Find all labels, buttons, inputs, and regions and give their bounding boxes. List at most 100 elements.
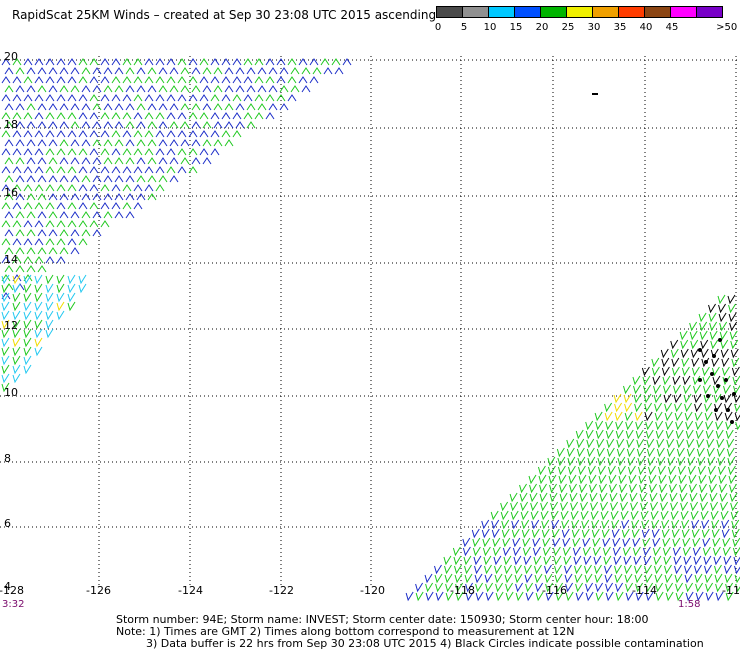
wind-barb bbox=[628, 474, 637, 485]
wind-barb bbox=[133, 76, 143, 84]
wind-barb bbox=[632, 546, 641, 557]
wind-barb bbox=[495, 591, 504, 602]
wind-barb bbox=[663, 393, 672, 404]
wind-barb bbox=[637, 465, 646, 476]
wind-barb bbox=[569, 492, 578, 503]
island-marker bbox=[592, 93, 598, 95]
wind-barb bbox=[624, 564, 632, 575]
wind-barb bbox=[213, 121, 223, 129]
wind-barb bbox=[177, 58, 187, 66]
wind-barb bbox=[725, 582, 734, 593]
note-line: 3) Data buffer is 22 hrs from Sep 30 23:… bbox=[146, 637, 704, 650]
wind-barb bbox=[522, 537, 531, 548]
axis-labels: -128 -126 -124 -122 -120 -118 -116 -114 … bbox=[0, 50, 740, 597]
wind-barb bbox=[1, 283, 10, 294]
wind-barb bbox=[684, 411, 693, 422]
wind-barb bbox=[717, 456, 726, 467]
wind-barb bbox=[535, 591, 544, 602]
wind-barb bbox=[114, 67, 124, 75]
wind-barb bbox=[717, 294, 726, 305]
wind-barb bbox=[177, 130, 187, 138]
wind-barb bbox=[92, 175, 102, 183]
wind-barb bbox=[641, 528, 650, 539]
lon-label: -124 bbox=[178, 584, 203, 597]
wind-barb bbox=[665, 591, 674, 602]
wind-barb bbox=[635, 429, 644, 440]
wind-barb bbox=[12, 220, 22, 228]
wind-barb bbox=[224, 85, 234, 93]
wind-barb bbox=[653, 393, 662, 404]
wind-barb bbox=[323, 67, 333, 75]
wind-barb bbox=[732, 537, 740, 548]
wind-barb bbox=[656, 438, 665, 449]
wind-barb bbox=[103, 85, 113, 93]
wind-barb bbox=[12, 130, 22, 138]
wind-barb bbox=[652, 375, 661, 386]
wind-barb bbox=[254, 58, 264, 66]
wind-barb bbox=[577, 465, 586, 476]
wind-barb bbox=[45, 130, 55, 138]
wind-barb bbox=[34, 319, 43, 330]
wind-barb bbox=[199, 148, 209, 156]
wind-barb bbox=[605, 582, 614, 593]
wind-barb bbox=[525, 591, 534, 602]
scale-label: 45 bbox=[665, 22, 679, 33]
wind-barb bbox=[45, 202, 55, 210]
lat-label: 14 bbox=[4, 253, 18, 266]
wind-barb bbox=[224, 121, 234, 129]
wind-barb bbox=[650, 501, 659, 512]
wind-barb bbox=[697, 456, 706, 467]
wind-barb bbox=[70, 175, 80, 183]
wind-barb bbox=[667, 456, 676, 467]
wind-barb bbox=[714, 411, 723, 422]
wind-barb bbox=[624, 573, 633, 584]
wind-barb bbox=[525, 582, 534, 593]
wind-barb bbox=[23, 337, 32, 348]
wind-barb bbox=[648, 474, 657, 485]
wind-barb bbox=[608, 474, 617, 485]
wind-barb bbox=[221, 94, 231, 102]
wind-barb bbox=[729, 330, 738, 341]
wind-barb bbox=[721, 366, 730, 377]
wind-barb bbox=[692, 546, 701, 557]
wind-barb bbox=[689, 321, 698, 332]
wind-barb bbox=[561, 519, 570, 530]
wind-barb bbox=[549, 483, 557, 494]
wind-barb bbox=[81, 121, 91, 129]
wind-barb bbox=[12, 166, 22, 174]
wind-barb bbox=[611, 528, 620, 539]
wind-barb bbox=[544, 564, 552, 575]
wind-barb bbox=[581, 528, 590, 539]
wind-barb bbox=[78, 130, 88, 138]
wind-barb bbox=[539, 492, 548, 503]
wind-barb bbox=[188, 148, 198, 156]
scale-swatch bbox=[462, 6, 489, 18]
wind-barb bbox=[712, 546, 721, 557]
wind-barb bbox=[23, 256, 33, 264]
wind-barb bbox=[708, 474, 717, 485]
wind-barb bbox=[722, 375, 731, 386]
wind-barb bbox=[23, 94, 33, 102]
wind-barb bbox=[177, 148, 187, 156]
wind-barb bbox=[706, 447, 715, 458]
wind-barb bbox=[675, 591, 684, 602]
wind-barb bbox=[177, 94, 187, 102]
wind-barb bbox=[12, 355, 21, 366]
wind-barb bbox=[539, 483, 547, 494]
wind-barb bbox=[728, 312, 737, 323]
wind-barb bbox=[23, 148, 33, 156]
wind-barb bbox=[647, 465, 656, 476]
wind-barb bbox=[169, 85, 179, 93]
wind-barb bbox=[729, 492, 738, 503]
wind-barb bbox=[155, 76, 165, 84]
wind-barb bbox=[1, 58, 11, 66]
wind-barb bbox=[23, 220, 33, 228]
wind-barb bbox=[700, 510, 709, 521]
wind-barb bbox=[70, 85, 80, 93]
wind-barb bbox=[651, 357, 660, 368]
wind-barb bbox=[681, 366, 690, 377]
wind-barb bbox=[574, 573, 583, 584]
wind-barb bbox=[680, 348, 689, 359]
wind-barb bbox=[730, 510, 739, 521]
wind-barb bbox=[522, 546, 531, 557]
